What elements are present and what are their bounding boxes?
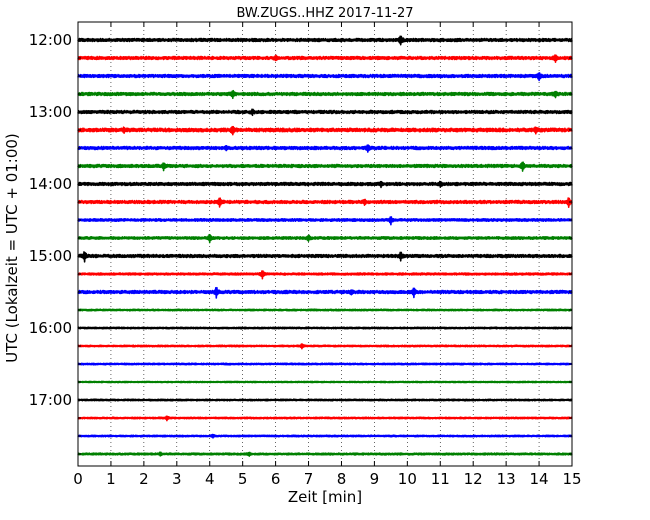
x-tick-label: 2 (139, 470, 149, 488)
trace-1415 (77, 197, 573, 208)
seismogram-traces (77, 35, 573, 457)
y-tick-label: 12:00 (29, 31, 72, 49)
y-tick-label: 13:00 (29, 103, 72, 121)
y-tick-label: 15:00 (29, 247, 72, 265)
x-tick-label: 0 (73, 470, 83, 488)
trace-1330 (77, 144, 573, 153)
y-tick-label: 17:00 (29, 391, 72, 409)
x-tick-label: 11 (431, 470, 450, 488)
x-tick-label: 3 (172, 470, 182, 488)
trace-1430 (77, 216, 573, 226)
x-tick-label: 13 (497, 470, 516, 488)
x-tick-label: 4 (205, 470, 215, 488)
trace-1730 (77, 433, 573, 439)
y-axis-label: UTC (Lokalzeit = UTC + 01:00) (3, 133, 21, 363)
trace-1630 (77, 362, 573, 366)
trace-1530 (77, 286, 573, 299)
y-tick-label: 14:00 (29, 175, 72, 193)
plot-frame (77, 21, 573, 467)
x-tick-label: 10 (398, 470, 417, 488)
chart-title: BW.ZUGS..HHZ 2017-11-27 (236, 6, 413, 21)
trace-1300 (77, 108, 573, 117)
trace-1400 (77, 180, 573, 189)
trace-1600 (77, 326, 573, 330)
x-tick-label: 14 (530, 470, 549, 488)
x-tick-label: 9 (370, 470, 380, 488)
trace-1315 (77, 125, 573, 136)
x-tick-label: 5 (238, 470, 248, 488)
trace-1445 (77, 233, 573, 244)
trace-1700 (77, 398, 573, 402)
x-tick-label: 8 (337, 470, 347, 488)
x-tick-label: 6 (271, 470, 281, 488)
x-tick-label: 1 (106, 470, 116, 488)
trace-1715 (77, 415, 573, 422)
x-tick-label: 7 (304, 470, 314, 488)
trace-1500 (77, 251, 573, 263)
x-axis-label: Zeit [min] (288, 488, 362, 506)
x-axis-ticks: 0 1 2 3 4 5 6 7 8 9 10 11 12 13 14 15 (73, 22, 582, 488)
trace-1345 (77, 161, 573, 172)
x-tick-label: 15 (562, 470, 581, 488)
y-axis-ticks: 12:00 13:00 14:00 15:00 16:00 17:00 (29, 31, 572, 455)
trace-1230 (77, 72, 573, 82)
trace-1200 (77, 35, 573, 46)
y-tick-label: 16:00 (29, 319, 72, 337)
trace-1745 (77, 451, 573, 457)
trace-1245 (77, 89, 573, 100)
trace-1545 (77, 308, 573, 312)
trace-1515 (77, 270, 573, 280)
trace-1215 (77, 54, 573, 64)
x-tick-label: 12 (464, 470, 483, 488)
trace-1645 (77, 380, 573, 384)
trace-1615 (77, 343, 573, 350)
